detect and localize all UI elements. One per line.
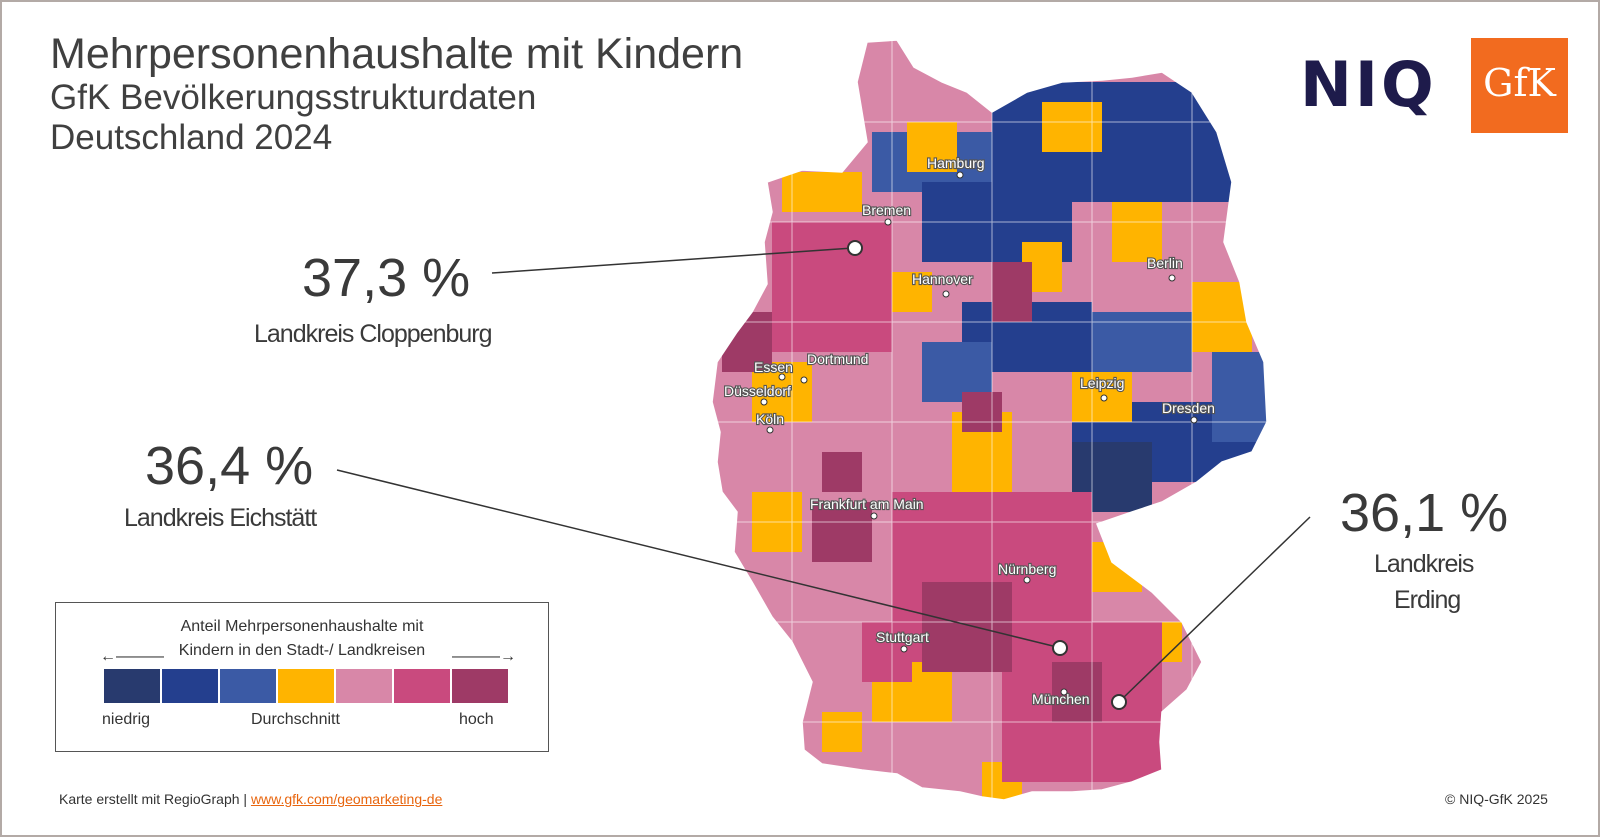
legend-arrow-right: ———→ [452, 648, 516, 665]
niq-logo: NIQ [1300, 48, 1437, 121]
main-title: Mehrpersonenhaushalte mit Kindern [50, 30, 744, 78]
legend-swatches [104, 669, 510, 703]
svg-text:Dresden: Dresden [1162, 400, 1215, 416]
leader-line-eichstaett [336, 469, 1058, 648]
marker-erding [1111, 694, 1127, 710]
svg-text:Stuttgart: Stuttgart [876, 629, 929, 645]
legend-swatch-7 [452, 669, 508, 703]
svg-text:Hamburg: Hamburg [927, 155, 985, 171]
svg-text:Leipzig: Leipzig [1080, 375, 1124, 391]
footer-credit: Karte erstellt mit RegioGraph | www.gfk.… [59, 791, 442, 807]
city-leipzig: Leipzig [1079, 374, 1125, 402]
value-eichstaett: 36,4 % [145, 436, 314, 496]
city-nuernberg: Nürnberg [997, 560, 1057, 584]
city-dortmund: Dortmund [800, 350, 870, 384]
svg-text:Dortmund: Dortmund [807, 351, 868, 367]
germany-map: Hamburg Bremen Hannover Berlin Essen Dor… [711, 39, 1268, 801]
legend-arrow-left: ←——— [100, 648, 164, 665]
legend-swatch-5 [336, 669, 392, 703]
label-erding-line2: Erding [1394, 586, 1461, 614]
leader-line-erding [1121, 516, 1311, 700]
marker-cloppenburg [847, 240, 863, 256]
title-block: Mehrpersonenhaushalte mit Kindern GfK Be… [50, 30, 743, 158]
svg-text:Frankfurt am Main: Frankfurt am Main [810, 496, 924, 512]
value-cloppenburg: 37,3 % [302, 248, 471, 308]
label-eichstaett: Landkreis Eichstätt [124, 504, 317, 532]
legend-swatch-4 [278, 669, 334, 703]
city-bremen: Bremen [861, 201, 912, 226]
svg-text:Nürnberg: Nürnberg [998, 561, 1056, 577]
leader-line-cloppenburg [491, 247, 854, 274]
city-duesseldorf: Düsseldorf [723, 382, 792, 406]
svg-text:Berlin: Berlin [1147, 255, 1183, 271]
svg-text:Düsseldorf: Düsseldorf [724, 383, 791, 399]
legend-title-line2: Kindern in den Stadt-/ Landkreisen [178, 642, 426, 659]
legend-swatch-3 [220, 669, 276, 703]
gfk-logo: GfK [1471, 38, 1568, 133]
city-hannover: Hannover [911, 270, 974, 298]
city-dresden: Dresden [1161, 399, 1216, 424]
city-frankfurt: Frankfurt am Main [809, 495, 925, 520]
legend-swatch-6 [394, 669, 450, 703]
footer-link[interactable]: www.gfk.com/geomarketing-de [250, 791, 443, 807]
city-stuttgart: Stuttgart [875, 628, 930, 653]
legend-low: niedrig [102, 711, 151, 728]
legend-swatch-1 [104, 669, 160, 703]
city-koeln: Köln [755, 410, 785, 434]
label-cloppenburg: Landkreis Cloppenburg [254, 320, 493, 348]
subtitle-year: Deutschland 2024 [50, 118, 333, 157]
city-muenchen: München [1031, 688, 1091, 708]
footer-credit-text: Karte erstellt mit RegioGraph | [59, 791, 251, 807]
germany-outline [711, 39, 1268, 801]
city-hamburg: Hamburg [926, 154, 986, 179]
legend-high: hoch [459, 711, 494, 728]
city-essen: Essen [753, 358, 794, 381]
legend-mid: Durchschnitt [251, 711, 340, 728]
svg-text:München: München [1032, 691, 1090, 707]
svg-text:Bremen: Bremen [862, 202, 911, 218]
legend-swatch-2 [162, 669, 218, 703]
marker-eichstaett [1052, 640, 1068, 656]
value-erding: 36,1 % [1340, 483, 1509, 543]
svg-text:Hannover: Hannover [912, 271, 973, 287]
city-berlin: Berlin [1146, 254, 1184, 282]
gfk-logo-text: GfK [1483, 61, 1556, 105]
legend-title-line1: Anteil Mehrpersonenhaushalte mit [180, 618, 424, 635]
svg-text:Essen: Essen [754, 359, 793, 375]
legend-box: Anteil Mehrpersonenhaushalte mit Kindern… [55, 602, 549, 752]
label-erding-line1: Landkreis [1374, 550, 1474, 578]
subtitle: GfK Bevölkerungsstrukturdaten [50, 78, 537, 117]
svg-text:Köln: Köln [756, 411, 784, 427]
footer-copyright: © NIQ-GfK 2025 [1445, 791, 1548, 807]
